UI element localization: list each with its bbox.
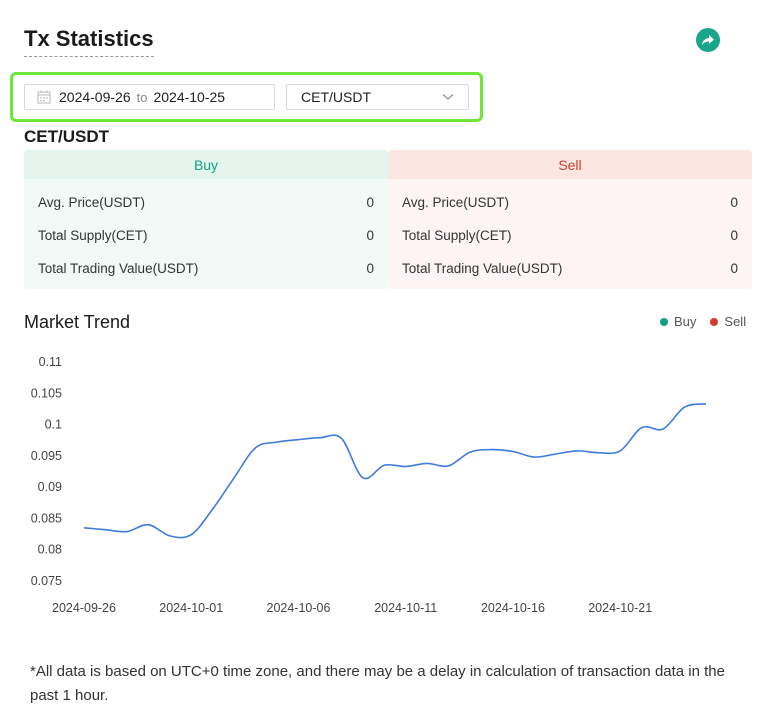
chevron-down-icon xyxy=(442,94,454,100)
page-title: Tx Statistics xyxy=(24,26,154,57)
x-tick-label: 2024-09-26 xyxy=(52,601,116,615)
row-label: Total Supply(CET) xyxy=(402,228,512,243)
calendar-icon xyxy=(37,90,51,104)
y-tick-label: 0.105 xyxy=(31,386,62,400)
legend-label-sell: Sell xyxy=(724,314,747,329)
x-tick-label: 2024-10-01 xyxy=(159,601,223,615)
share-arrow-icon[interactable] xyxy=(696,28,720,52)
row-label: Total Supply(CET) xyxy=(38,228,148,243)
buy-panel: Buy Avg. Price(USDT) 0 Total Supply(CET)… xyxy=(24,150,388,289)
legend-item-sell[interactable]: Sell xyxy=(710,314,746,329)
buy-row-avg-price: Avg. Price(USDT) 0 xyxy=(24,186,388,219)
buy-panel-header: Buy xyxy=(24,150,388,179)
buy-row-total-supply: Total Supply(CET) 0 xyxy=(24,219,388,252)
row-label: Total Trading Value(USDT) xyxy=(402,261,563,276)
filter-highlight-box xyxy=(10,72,483,122)
footnote: *All data is based on UTC+0 time zone, a… xyxy=(30,663,725,704)
sell-row-avg-price: Avg. Price(USDT) 0 xyxy=(388,186,752,219)
pair-select-value: CET/USDT xyxy=(301,89,371,105)
row-value: 0 xyxy=(730,195,738,210)
row-value: 0 xyxy=(366,195,374,210)
sell-panel-header: Sell xyxy=(388,150,752,179)
row-label: Total Trading Value(USDT) xyxy=(38,261,199,276)
date-range-picker[interactable]: 2024-09-26 to 2024-10-25 xyxy=(24,84,275,110)
share-arrow-glyph xyxy=(702,35,714,45)
pair-select[interactable]: CET/USDT xyxy=(286,84,469,110)
x-tick-label: 2024-10-16 xyxy=(481,601,545,615)
x-tick-label: 2024-10-06 xyxy=(267,601,331,615)
y-tick-label: 0.09 xyxy=(38,480,62,494)
row-value: 0 xyxy=(730,228,738,243)
date-to-separator: to xyxy=(136,89,148,105)
y-tick-label: 0.11 xyxy=(39,355,62,369)
y-tick-label: 0.095 xyxy=(31,449,62,463)
row-label: Avg. Price(USDT) xyxy=(402,195,510,210)
market-trend-chart: 0.11 0.105 0.1 0.095 0.09 0.085 0.08 0.075 2024-… xyxy=(31,355,707,615)
sell-panel: Sell Avg. Price(USDT) 0 Total Supply(CET… xyxy=(388,150,752,289)
y-tick-label: 0.1 xyxy=(45,418,62,432)
pair-heading: CET/USDT xyxy=(24,127,109,146)
sell-row-total-trading-value: Total Trading Value(USDT) 0 xyxy=(388,252,752,285)
row-value: 0 xyxy=(730,261,738,276)
row-value: 0 xyxy=(366,261,374,276)
y-tick-label: 0.08 xyxy=(38,543,62,557)
legend-item-buy[interactable]: Buy xyxy=(660,314,696,329)
row-label: Avg. Price(USDT) xyxy=(38,195,146,210)
legend-label-buy: Buy xyxy=(674,314,697,329)
market-trend-title: Market Trend xyxy=(24,312,131,332)
legend-dot-sell xyxy=(710,317,719,326)
x-tick-label: 2024-10-11 xyxy=(374,601,437,615)
date-to-value[interactable]: 2024-10-25 xyxy=(153,89,226,105)
x-tick-label: 2024-10-21 xyxy=(588,601,652,615)
series-line-price xyxy=(83,403,707,539)
buy-row-total-trading-value: Total Trading Value(USDT) 0 xyxy=(24,252,388,285)
legend-dot-buy xyxy=(660,317,668,326)
y-tick-label: 0.085 xyxy=(31,511,62,525)
row-value: 0 xyxy=(366,228,374,243)
y-tick-label: 0.075 xyxy=(31,574,62,588)
chart-legend: Buy Sell xyxy=(660,314,746,329)
sell-row-total-supply: Total Supply(CET) 0 xyxy=(388,219,752,252)
date-from-value[interactable]: 2024-09-26 xyxy=(59,89,131,105)
